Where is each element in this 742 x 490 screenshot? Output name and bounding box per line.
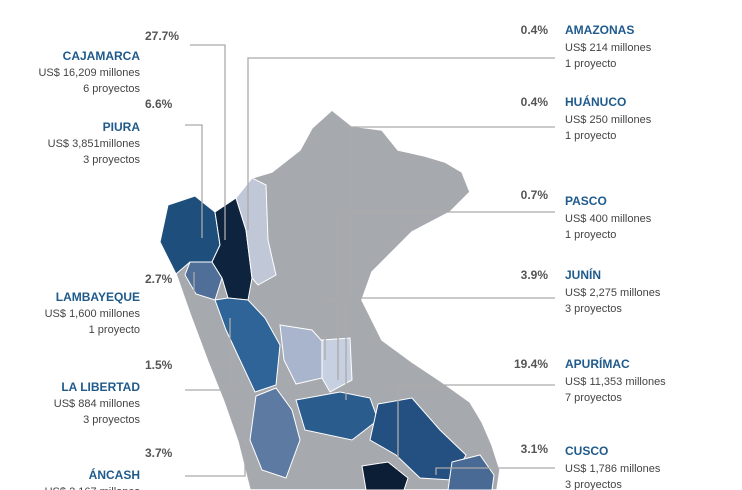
region-projects: 1 proyecto	[565, 229, 616, 241]
leader-lines	[185, 44, 555, 477]
region-name: PASCO	[565, 194, 607, 208]
region-name: LAMBAYEQUE	[56, 290, 140, 304]
region-name: HUÁNUCO	[565, 94, 626, 109]
region-percent: 0.4%	[521, 95, 549, 109]
region-percent: 3.7%	[145, 446, 173, 460]
region-name: JUNÍN	[565, 267, 601, 282]
region-pasco	[321, 337, 353, 393]
region-percent: 6.6%	[145, 97, 173, 111]
region-projects: 3 proyectos	[565, 479, 622, 490]
region-name: ÁNCASH	[89, 467, 140, 482]
region-amount: US$ 11,353 millones	[565, 376, 666, 388]
region-ancash	[249, 387, 301, 479]
region-name: PIURA	[103, 120, 141, 134]
region-projects: 6 proyectos	[83, 83, 140, 95]
region-amazonas	[235, 177, 277, 286]
region-amount: US$ 1,786 millones	[565, 463, 661, 475]
region-amount: US$ 16,209 millones	[38, 67, 140, 79]
region-apurimac	[361, 461, 409, 490]
region-percent: 19.4%	[514, 357, 548, 371]
region-percent: 27.7%	[145, 29, 179, 43]
region-percent: 3.1%	[521, 442, 549, 456]
region-amount: US$ 2,167 millones	[45, 486, 141, 490]
region-percent: 1.5%	[145, 358, 173, 372]
region-projects: 3 proyectos	[83, 414, 140, 426]
region-projects: 3 proyectos	[565, 303, 622, 315]
region-projects: 1 proyecto	[565, 130, 616, 142]
region-amount: US$ 214 millones	[565, 42, 652, 54]
region-name: CUSCO	[565, 444, 608, 458]
region-name: AMAZONAS	[565, 23, 634, 37]
region-projects: 3 proyectos	[83, 154, 140, 166]
region-amount: US$ 2,275 millones	[565, 287, 661, 299]
region-la-libertad	[214, 297, 281, 393]
region-name: CAJAMARCA	[63, 49, 141, 63]
region-projects: 1 proyecto	[89, 324, 140, 336]
region-projects: 7 proyectos	[565, 392, 622, 404]
region-percent: 0.4%	[521, 23, 549, 37]
region-amount: US$ 1,600 millones	[45, 308, 141, 320]
region-puno	[447, 454, 495, 490]
region-percent: 3.9%	[521, 268, 549, 282]
region-percent: 2.7%	[145, 272, 173, 286]
region-amount: US$ 3,851millones	[48, 138, 141, 150]
region-name: APURÍMAC	[565, 356, 630, 371]
region-percent: 0.7%	[521, 188, 549, 202]
region-amount: US$ 250 millones	[565, 114, 652, 126]
region-amount: US$ 400 millones	[565, 213, 652, 225]
region-name: LA LIBERTAD	[61, 380, 140, 394]
region-amount: US$ 884 millones	[54, 398, 141, 410]
region-projects: 1 proyecto	[565, 58, 616, 70]
